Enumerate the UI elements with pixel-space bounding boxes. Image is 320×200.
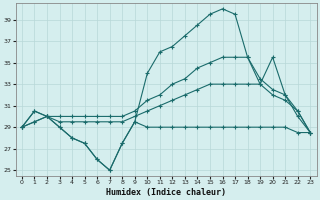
X-axis label: Humidex (Indice chaleur): Humidex (Indice chaleur) bbox=[106, 188, 226, 197]
